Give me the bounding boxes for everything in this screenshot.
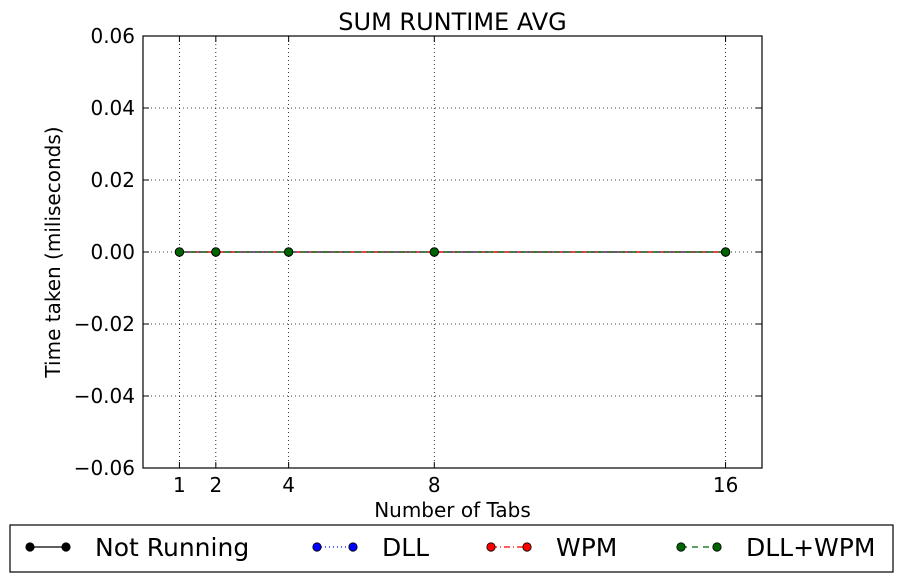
series-layer (174, 247, 731, 257)
y-tick-label: −0.06 (74, 456, 135, 480)
y-tick-label: 0.00 (90, 240, 135, 264)
legend-label: Not Running (95, 533, 249, 562)
x-tick-label: 2 (209, 473, 222, 497)
legend-marker (312, 542, 322, 552)
data-point (429, 247, 439, 257)
y-tick-label: −0.02 (74, 312, 135, 336)
y-axis-label: Time taken (miliseconds) (41, 126, 65, 378)
y-tick-label: 0.04 (90, 96, 135, 120)
x-tick-label: 16 (713, 473, 738, 497)
legend-marker (676, 542, 686, 552)
y-tick-label: 0.02 (90, 168, 135, 192)
x-tick-label: 1 (173, 473, 186, 497)
legend-item: DLL (312, 533, 429, 562)
legend-item: Not Running (25, 533, 249, 562)
chart-title: SUM RUNTIME AVG (338, 8, 566, 36)
legend-frame (9, 524, 894, 573)
x-tick-label: 8 (428, 473, 441, 497)
legend-marker (522, 542, 532, 552)
legend: Not Running DLL WPM DLL+WPM (9, 524, 894, 573)
legend-marker (486, 542, 496, 552)
x-tick-label: 4 (282, 473, 295, 497)
data-point (174, 247, 185, 257)
x-axis-label: Number of Tabs (374, 498, 531, 522)
legend-label: DLL (382, 533, 429, 562)
legend-label: DLL+WPM (746, 533, 875, 562)
data-point (720, 247, 731, 257)
legend-marker (348, 542, 358, 552)
legend-marker (61, 542, 71, 552)
data-point (211, 247, 221, 257)
legend-item: WPM (486, 533, 617, 562)
legend-item: DLL+WPM (676, 533, 875, 562)
data-point (284, 247, 294, 257)
legend-marker (25, 542, 35, 552)
legend-marker (712, 542, 722, 552)
axis-ticks: 1 2 4 8 16 0.06 0.04 0.02 0.00 −0.02 −0.04 −0.06 (74, 24, 762, 497)
y-tick-label: −0.04 (74, 384, 135, 408)
series-dll-wpm (174, 247, 731, 257)
y-tick-label: 0.06 (90, 24, 135, 48)
legend-label: WPM (556, 533, 617, 562)
